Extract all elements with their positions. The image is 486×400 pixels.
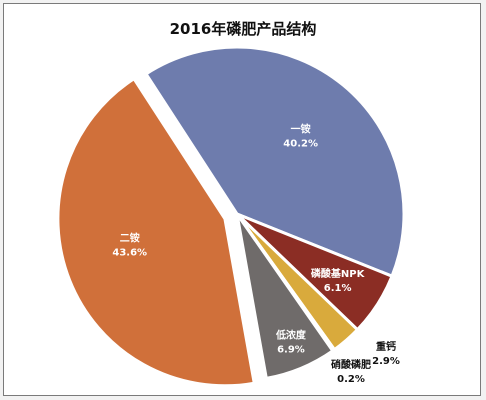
slice-label-group: 重钙 2.9%	[372, 340, 400, 367]
pie-slice	[56, 77, 256, 388]
slice-name-label: 二铵	[120, 232, 140, 245]
slice-name-label: 磷酸基NPK	[311, 267, 366, 280]
pie-slice	[144, 45, 406, 278]
slice-value-label: 43.6%	[112, 248, 147, 259]
slice-label-group: 二铵 43.6%	[112, 232, 147, 259]
slice-name-label: 硝酸磷肥	[331, 358, 371, 371]
slice-label-group: 硝酸磷肥 0.2%	[331, 358, 371, 385]
slice-value-label: 6.9%	[277, 344, 305, 355]
slice-label-group: 低浓度 6.9%	[275, 328, 307, 355]
slice-name-label: 重钙	[376, 340, 396, 353]
slice-name-label: 一铵	[291, 123, 311, 136]
slice-label-group: 磷酸基NPK 6.1%	[311, 267, 366, 294]
slice-value-label: 6.1%	[324, 283, 352, 294]
slice-value-label: 0.2%	[337, 374, 365, 385]
slice-value-label: 40.2%	[283, 139, 318, 150]
slice-name-label: 低浓度	[275, 328, 307, 341]
slice-value-label: 2.9%	[372, 356, 400, 367]
slice-label-group: 一铵 40.2%	[283, 123, 318, 150]
chart-title: 2016年磷肥产品结构	[169, 20, 317, 38]
pie-slice	[235, 212, 335, 380]
